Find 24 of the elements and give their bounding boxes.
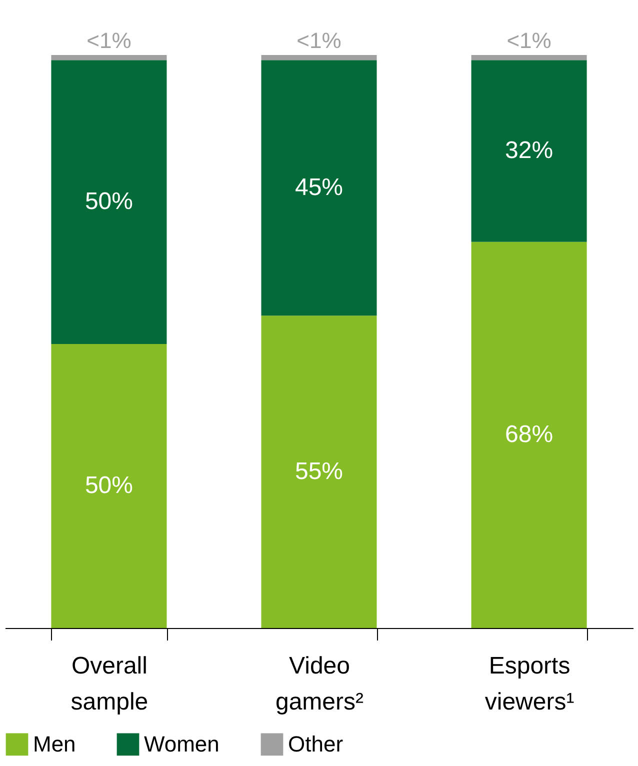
legend-label: Men (33, 731, 76, 756)
data-label: 32% (505, 136, 554, 164)
bar (471, 242, 587, 628)
data-label: <1% (506, 28, 552, 53)
legend-label: Women (144, 731, 220, 756)
data-label: 50% (84, 188, 133, 216)
bar (471, 55, 587, 60)
bar (51, 55, 167, 60)
bar (261, 316, 377, 628)
x-tick-label: Esports viewers¹ (484, 652, 574, 716)
x-tick-label: Video gamers² (275, 652, 364, 716)
data-label: 50% (84, 472, 133, 500)
bar (261, 55, 377, 60)
data-label: <1% (86, 28, 132, 53)
data-label: 45% (294, 174, 344, 201)
legend-label: Other (288, 731, 344, 756)
bar (51, 60, 167, 344)
data-label: 55% (294, 458, 344, 485)
bar (261, 60, 377, 316)
data-label: 68% (505, 420, 554, 448)
data-label: <1% (296, 28, 342, 53)
bar (51, 344, 167, 628)
bar (471, 60, 587, 242)
x-tick-label: Overall sample (70, 652, 148, 716)
